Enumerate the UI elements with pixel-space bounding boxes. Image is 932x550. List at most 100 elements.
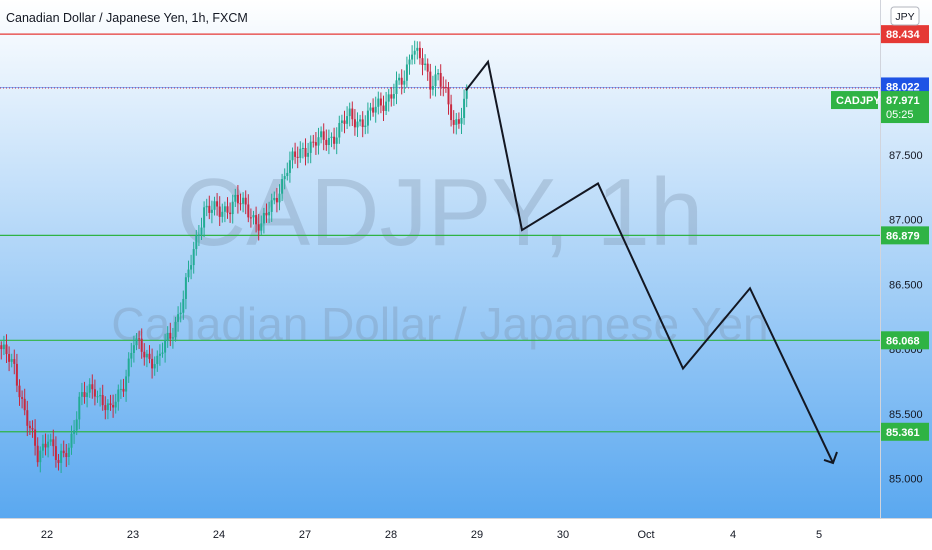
candle xyxy=(192,241,195,274)
candle-body xyxy=(192,249,195,266)
candle xyxy=(39,446,42,473)
candle xyxy=(158,344,161,366)
candle xyxy=(119,379,122,399)
candle-body xyxy=(275,197,278,203)
currency-badge-box[interactable] xyxy=(890,6,920,26)
projection-line[interactable] xyxy=(465,59,834,464)
candle xyxy=(452,110,455,134)
candle xyxy=(283,168,286,190)
candle xyxy=(439,64,442,96)
candle xyxy=(437,69,440,81)
currency-badge[interactable]: JPY xyxy=(890,6,920,26)
candle xyxy=(398,73,401,85)
candle xyxy=(125,369,128,402)
candle xyxy=(127,352,130,383)
candle xyxy=(36,437,39,467)
candle xyxy=(99,387,102,407)
candle-body xyxy=(210,209,213,213)
candle-body xyxy=(36,445,39,463)
candle xyxy=(164,333,167,363)
candle-body xyxy=(257,224,260,231)
time-tick-label: 23 xyxy=(127,529,139,541)
level-price-tag-text: 85.361 xyxy=(886,427,920,439)
candle-body xyxy=(408,59,411,65)
candle xyxy=(395,71,398,105)
candle xyxy=(278,184,281,211)
candle-body xyxy=(96,396,99,398)
candle xyxy=(387,88,390,112)
candle-body xyxy=(325,139,328,146)
candle xyxy=(80,382,83,406)
candle-body xyxy=(385,101,388,111)
candle xyxy=(327,129,330,155)
candle xyxy=(210,200,213,224)
candle xyxy=(62,440,65,458)
candle xyxy=(88,378,91,398)
candle xyxy=(13,349,16,375)
candle-body xyxy=(31,428,34,430)
candle xyxy=(83,381,86,404)
candle xyxy=(265,203,268,223)
candle xyxy=(138,330,141,349)
candle xyxy=(91,374,94,399)
projection-arrowhead[interactable] xyxy=(823,451,838,465)
candle-body xyxy=(213,201,216,210)
candle-body xyxy=(372,107,375,113)
candle-body xyxy=(421,58,424,65)
candle xyxy=(335,127,338,155)
candle xyxy=(309,135,312,164)
candle xyxy=(455,112,458,135)
candle xyxy=(226,197,229,219)
candle-body xyxy=(312,141,315,143)
candle-body xyxy=(158,353,161,356)
candle xyxy=(257,213,260,241)
candle xyxy=(351,101,354,126)
candle xyxy=(260,215,263,235)
projection-path[interactable] xyxy=(465,59,838,465)
candle xyxy=(444,79,447,93)
candle xyxy=(343,110,346,134)
candle xyxy=(93,379,96,406)
candle xyxy=(75,411,78,436)
candle xyxy=(117,384,120,411)
time-axis[interactable]: 22 23 24 27 28 29 30 Oct 4 5 xyxy=(41,529,822,541)
candle xyxy=(361,111,364,138)
candle xyxy=(252,210,255,225)
candle xyxy=(405,56,408,88)
candle xyxy=(166,326,169,348)
candle xyxy=(179,302,182,323)
candle-body xyxy=(242,197,245,204)
candle-body xyxy=(132,345,135,353)
candle-body xyxy=(463,98,466,118)
candle-body xyxy=(91,384,94,390)
candle xyxy=(132,335,135,363)
candle xyxy=(286,162,289,181)
candle-body xyxy=(49,439,52,442)
horizontal-levels xyxy=(0,33,880,433)
candle xyxy=(140,328,143,359)
candle xyxy=(333,127,336,150)
candle xyxy=(182,290,185,320)
candle-body xyxy=(78,396,81,420)
bid-price-tag-text: 88.022 xyxy=(886,81,920,93)
candle xyxy=(10,353,13,368)
candle-body xyxy=(114,401,117,408)
candle xyxy=(299,141,302,163)
candle xyxy=(429,63,432,99)
candle-body xyxy=(93,389,96,397)
candle xyxy=(234,188,237,207)
candle-body xyxy=(148,353,151,359)
candle xyxy=(288,151,291,183)
level-price-tag: 85.361 xyxy=(881,422,929,441)
candle-body xyxy=(195,235,198,250)
candle-body xyxy=(161,352,164,354)
candle-body xyxy=(125,376,128,392)
candle-body xyxy=(18,385,21,398)
time-tick-label: 30 xyxy=(557,529,569,541)
candle-body xyxy=(44,443,47,448)
candle xyxy=(356,112,359,138)
candle-body xyxy=(353,119,356,128)
